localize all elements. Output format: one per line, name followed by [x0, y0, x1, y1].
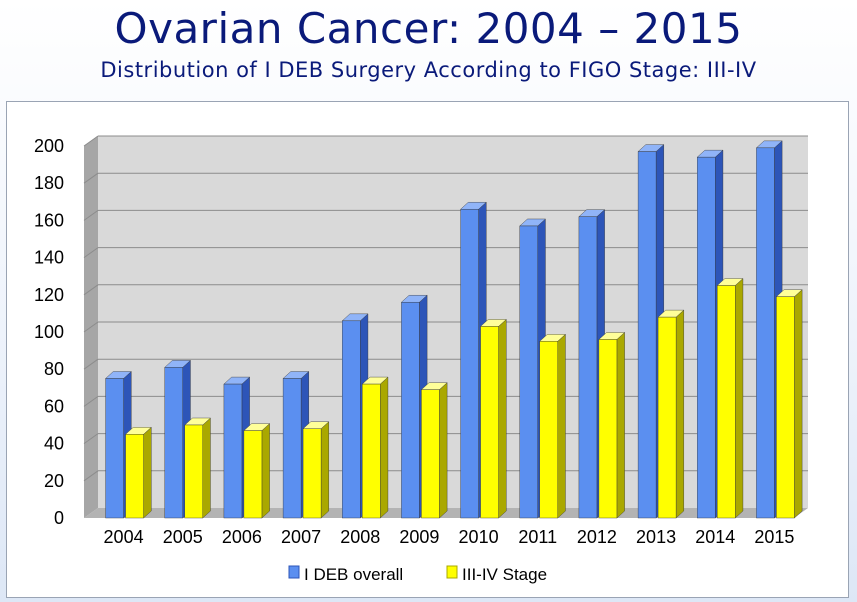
bar-2006-iii-iv-stage	[243, 423, 271, 519]
y-tick-label: 0	[54, 508, 64, 528]
y-tick-label: 100	[34, 322, 64, 342]
x-tick-label: 2009	[399, 527, 439, 547]
gridline-side	[83, 321, 99, 333]
x-tick-label: 2007	[281, 527, 321, 547]
page-title: Ovarian Cancer: 2004 – 2015	[114, 4, 743, 53]
x-tick-label: 2006	[222, 527, 262, 547]
bar-2013-iii-iv-stage	[657, 309, 685, 519]
y-tick-label: 120	[34, 285, 64, 305]
y-tick-label: 60	[44, 396, 64, 416]
gridline-side	[83, 470, 99, 482]
bars	[105, 140, 803, 519]
x-tick-label: 2005	[163, 527, 203, 547]
y-tick-label: 180	[34, 173, 64, 193]
bar-2005-iii-iv-stage	[184, 417, 211, 519]
gridline-side	[83, 358, 99, 370]
legend-swatch-i-deb-overall	[288, 565, 300, 579]
gridlines	[83, 135, 808, 482]
bar-2007-iii-iv-stage	[302, 421, 330, 519]
y-tick-label: 160	[34, 210, 64, 230]
gridline-side	[83, 433, 99, 445]
bar-2015-iii-iv-stage	[775, 289, 803, 519]
y-tick-label: 140	[34, 248, 64, 268]
page-subtitle: Distribution of I DEB Surgery According …	[100, 58, 757, 82]
x-tick-label: 2013	[636, 527, 676, 547]
x-tick-label: 2011	[518, 527, 557, 547]
y-tick-label: 40	[44, 434, 64, 454]
gridline-side	[83, 209, 99, 221]
bar-2010-iii-iv-stage	[480, 318, 507, 519]
gridline-side	[83, 172, 99, 184]
bar-2014-iii-iv-stage	[716, 278, 744, 519]
gridline-side	[83, 135, 99, 147]
x-tick-label: 2015	[754, 527, 794, 547]
x-tick-label: 2008	[340, 527, 380, 547]
gridline-side	[83, 395, 99, 407]
x-tick-label: 2004	[104, 527, 144, 547]
gridline-side	[83, 284, 99, 296]
legend-swatch-iii-iv-stage	[446, 565, 458, 579]
bar-2009-iii-iv-stage	[420, 382, 448, 519]
gridline-side	[83, 247, 99, 259]
legend-label-iii-iv-stage: III-IV Stage	[462, 565, 547, 584]
y-tick-label: 20	[44, 471, 64, 491]
bar-2011-iii-iv-stage	[539, 333, 566, 519]
bar-2012-iii-iv-stage	[598, 331, 626, 519]
x-tick-label: 2010	[459, 527, 499, 547]
legend: I DEB overall III-IV Stage	[288, 565, 547, 584]
y-axis-ticks: 0 20 40 60 80 100 120 140 160 180 200	[34, 136, 64, 528]
legend-label-i-deb-overall: I DEB overall	[304, 565, 403, 584]
y-tick-label: 80	[44, 359, 64, 379]
bar-2008-iii-iv-stage	[361, 376, 389, 519]
y-tick-label: 200	[34, 136, 64, 156]
x-axis-ticks: 2004 2005 2006 2007 2008 2009 2010 2011 2012 2013…	[104, 527, 795, 547]
bar-2004-iii-iv-stage	[125, 426, 152, 519]
x-tick-label: 2014	[695, 527, 735, 547]
x-tick-label: 2012	[577, 527, 617, 547]
